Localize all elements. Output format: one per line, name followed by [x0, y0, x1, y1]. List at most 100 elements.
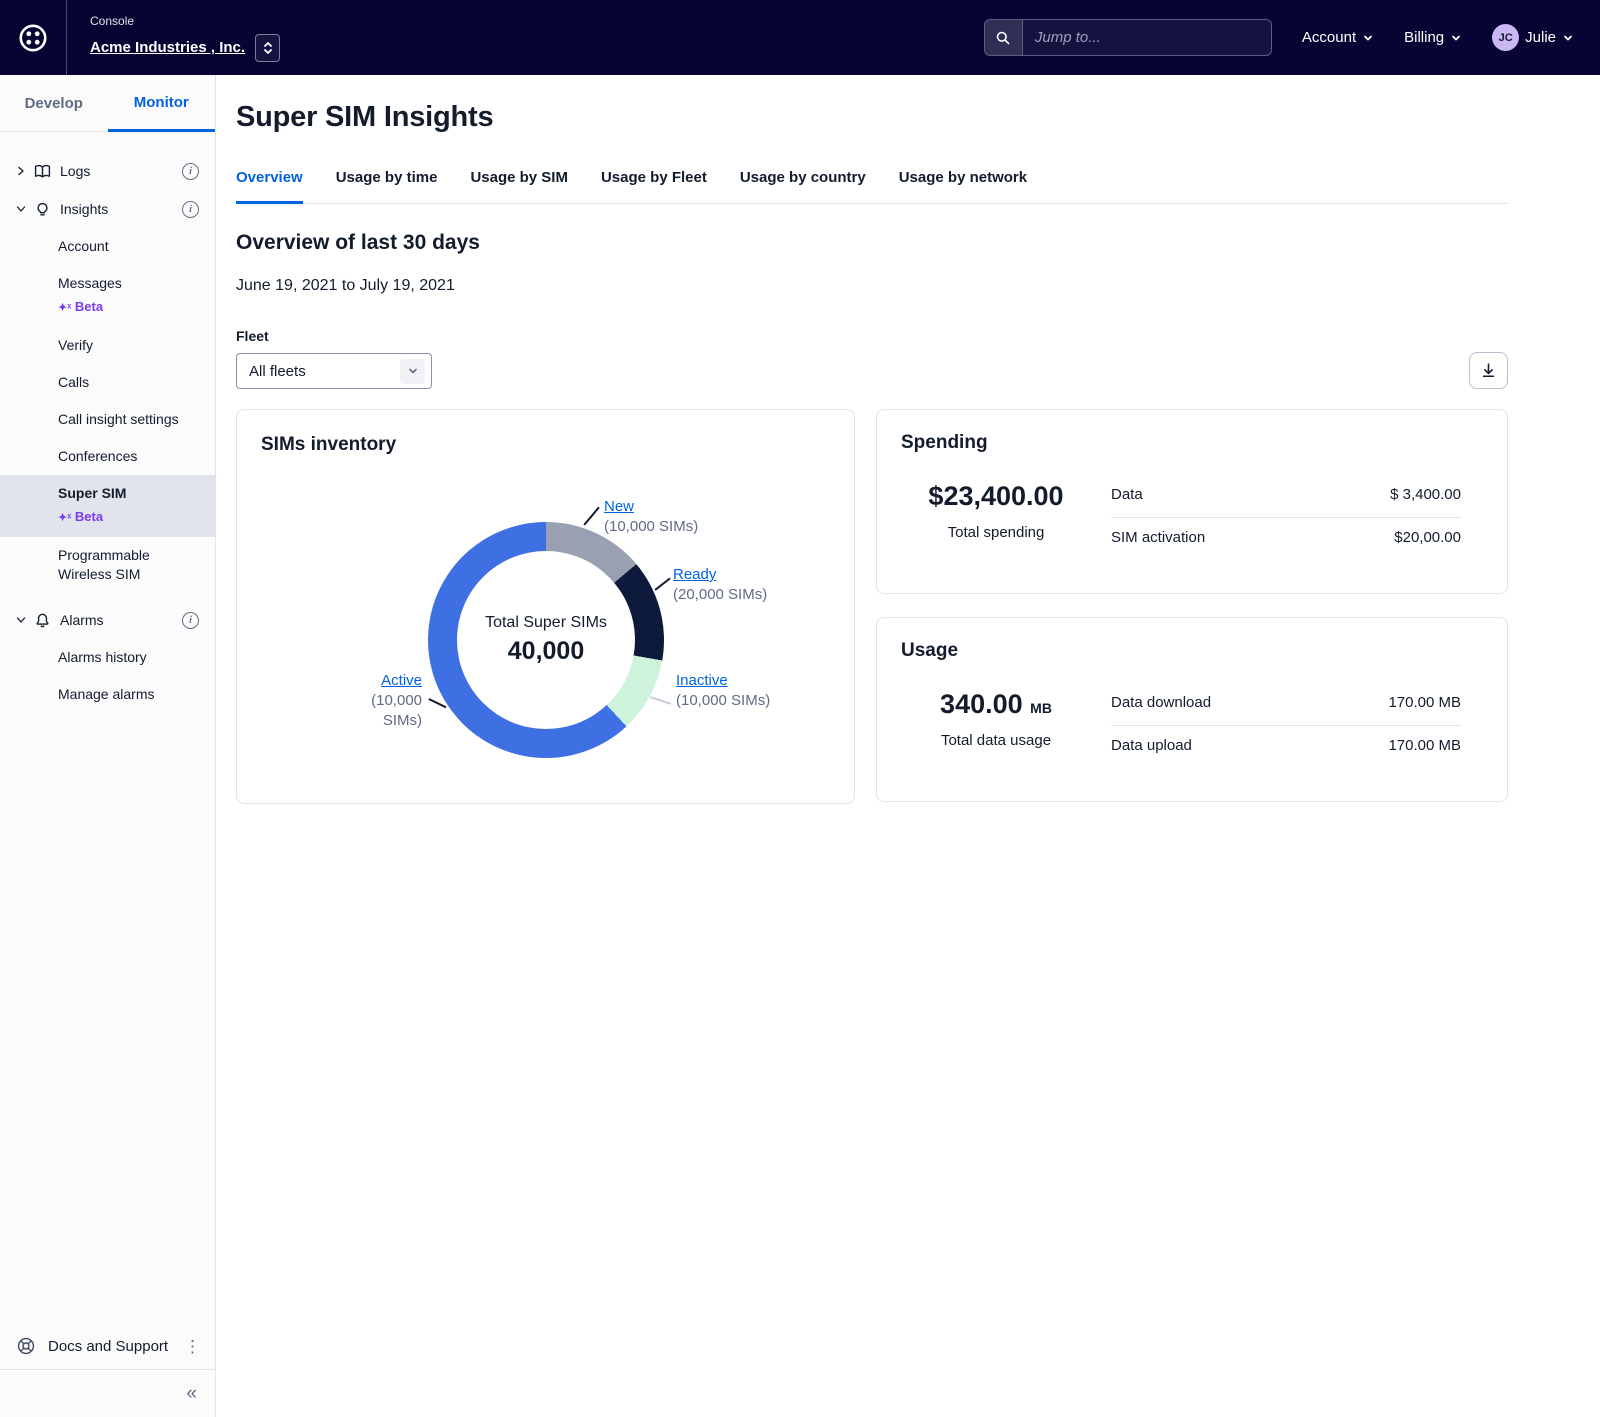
- sidebar-item-manage-alarms[interactable]: Manage alarms: [58, 686, 155, 702]
- sidebar-item-super-sim[interactable]: Super SIM ✦ˣ Beta: [0, 475, 215, 537]
- console-label: Console: [90, 13, 135, 28]
- sidebar-tab-develop[interactable]: Develop: [0, 75, 108, 132]
- up-down-chevrons-icon: [263, 41, 272, 54]
- sidebar-item-call-insight-settings[interactable]: Call insight settings: [58, 411, 179, 427]
- sidebar-item-programmable-wireless-sim[interactable]: Programmable Wireless SIM: [58, 547, 150, 582]
- segment-label-active: Active (10,000 SIMs): [332, 671, 422, 731]
- sims-donut-chart-area: Total Super SIMs 40,000 New (10,000 SIMs…: [237, 410, 856, 805]
- sparkle-icon: ✦ˣ: [58, 512, 72, 524]
- sidebar-item-calls[interactable]: Calls: [58, 374, 90, 390]
- main-content: Super SIM Insights Overview Usage by tim…: [217, 75, 1600, 1417]
- account-switcher-button[interactable]: [255, 33, 281, 62]
- sidebar-item-account[interactable]: Account: [58, 238, 109, 254]
- account-menu[interactable]: Account: [1302, 29, 1374, 46]
- spending-row-sim-activation-value: $20,00.00: [1394, 529, 1461, 546]
- user-name-label: Julie: [1525, 29, 1556, 46]
- usage-row-upload-value: 170.00 MB: [1388, 737, 1461, 754]
- kebab-menu-icon[interactable]: ⋮: [184, 1336, 201, 1356]
- alarms-info-icon[interactable]: i: [182, 611, 199, 629]
- total-usage-label: Total data usage: [940, 732, 1052, 749]
- sidebar-tab-monitor[interactable]: Monitor: [107, 75, 215, 132]
- segment-link-new[interactable]: New: [604, 498, 635, 515]
- search-button[interactable]: [984, 20, 1023, 55]
- tab-usage-by-sim[interactable]: Usage by SIM: [470, 169, 568, 186]
- chevron-down-icon: [1452, 35, 1461, 40]
- donut-center-value: 40,000: [507, 637, 585, 665]
- sidebar-item-insights: Insights: [60, 201, 109, 217]
- avatar: JC: [1492, 24, 1520, 51]
- usage-row-download-label: Data download: [1111, 694, 1212, 711]
- donut-center-label: Total Super SIMs: [485, 614, 607, 631]
- segment-label-new: New (10,000 SIMs): [604, 497, 698, 537]
- user-menu[interactable]: JC Julie: [1492, 24, 1574, 51]
- segment-label-inactive: Inactive (10,000 SIMs): [676, 671, 770, 711]
- insights-tabs: Overview Usage by time Usage by SIM Usag…: [236, 169, 1508, 204]
- sims-inventory-title: SIMs inventory: [261, 434, 397, 455]
- segment-link-ready[interactable]: Ready: [673, 566, 717, 583]
- top-navbar: Console Acme Industries , Inc. Account: [0, 0, 1600, 75]
- segment-count-new: (10,000 SIMs): [604, 518, 699, 535]
- tab-overview[interactable]: Overview: [236, 169, 303, 204]
- fleet-select[interactable]: All fleets: [236, 353, 432, 389]
- segment-count-active: (10,000 SIMs): [371, 692, 422, 729]
- spending-title: Spending: [901, 432, 988, 453]
- sidebar-item-verify[interactable]: Verify: [58, 337, 94, 353]
- sidebar-item-conferences[interactable]: Conferences: [58, 448, 138, 464]
- account-name-link[interactable]: Acme Industries , Inc.: [90, 39, 246, 56]
- usage-card: Usage 340.00 MB Total data usage Data do…: [876, 617, 1508, 802]
- billing-menu[interactable]: Billing: [1404, 29, 1462, 46]
- chevron-down-icon: [408, 368, 417, 374]
- download-button[interactable]: [1469, 352, 1508, 389]
- tab-usage-by-country[interactable]: Usage by country: [739, 169, 866, 186]
- total-usage-value: 340.00 MB: [940, 689, 1052, 719]
- sidebar-item-alarms: Alarms: [60, 612, 104, 628]
- sidebar-item-messages[interactable]: Messages ✦ˣ Beta: [0, 265, 215, 327]
- insights-info-icon[interactable]: i: [182, 200, 199, 218]
- twilio-logo[interactable]: [0, 0, 67, 75]
- chevron-down-icon: [16, 617, 26, 623]
- fleet-label: Fleet: [236, 328, 269, 344]
- segment-link-inactive[interactable]: Inactive: [676, 672, 728, 689]
- chevron-right-icon: [18, 166, 24, 176]
- tab-usage-by-time[interactable]: Usage by time: [335, 169, 438, 186]
- spending-row-sim-activation-label: SIM activation: [1111, 529, 1206, 546]
- sidebar-collapse-button[interactable]: «: [186, 1382, 197, 1404]
- sidebar-group-alarms[interactable]: Alarms i: [0, 601, 215, 639]
- search-input[interactable]: [1022, 20, 1271, 55]
- page-title: Super SIM Insights: [236, 101, 494, 133]
- tab-usage-by-fleet[interactable]: Usage by Fleet: [600, 169, 707, 186]
- book-icon: [34, 164, 51, 178]
- usage-row-download-value: 170.00 MB: [1388, 694, 1461, 711]
- section-heading: Overview of last 30 days: [236, 231, 480, 254]
- spending-card: Spending $23,400.00 Total spending Data …: [876, 409, 1508, 594]
- spending-row-data: Data $ 3,400.00: [1111, 475, 1461, 518]
- chevron-down-icon: [1364, 35, 1373, 40]
- sidebar: Develop Monitor Logs i Insights i Accoun…: [0, 75, 216, 1417]
- sidebar-group-insights[interactable]: Insights i: [0, 190, 215, 228]
- spending-row-data-label: Data: [1111, 486, 1143, 503]
- sidebar-group-logs[interactable]: Logs i: [0, 152, 215, 190]
- sparkle-icon: ✦ˣ: [58, 302, 72, 314]
- messages-label: Messages: [58, 275, 122, 291]
- donut-center: Total Super SIMs 40,000: [457, 551, 635, 729]
- segment-link-active[interactable]: Active: [381, 672, 422, 689]
- sims-inventory-card: SIMs inventory Total Super SIMs 40,000 N…: [236, 409, 855, 804]
- logs-info-icon[interactable]: i: [182, 162, 199, 180]
- usage-row-download: Data download 170.00 MB: [1111, 683, 1461, 726]
- leader-line-ready: [654, 577, 671, 591]
- spending-row-data-value: $ 3,400.00: [1390, 486, 1461, 503]
- billing-menu-label: Billing: [1404, 29, 1445, 46]
- docs-and-support[interactable]: Docs and Support ⋮: [0, 1323, 215, 1369]
- twilio-logo-icon: [19, 24, 47, 51]
- donut-chart[interactable]: Total Super SIMs 40,000: [428, 522, 664, 758]
- leader-line-new: [583, 506, 600, 526]
- chevron-down-icon: [16, 206, 26, 212]
- total-spending-label: Total spending: [947, 524, 1045, 541]
- usage-row-upload: Data upload 170.00 MB: [1111, 726, 1461, 768]
- sidebar-item-logs: Logs: [60, 163, 91, 179]
- chevron-down-icon: [1564, 35, 1572, 40]
- fleet-select-value: All fleets: [249, 362, 306, 380]
- date-range: June 19, 2021 to July 19, 2021: [236, 277, 455, 294]
- sidebar-item-alarms-history[interactable]: Alarms history: [58, 649, 147, 665]
- tab-usage-by-network[interactable]: Usage by network: [898, 169, 1028, 186]
